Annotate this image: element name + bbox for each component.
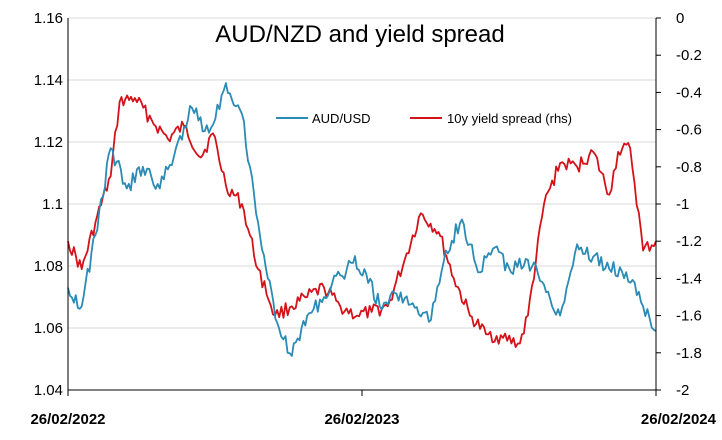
y-left-tick-label: 1.1	[42, 196, 63, 213]
y-right-tick-label: -1.2	[676, 233, 702, 250]
y-right-tick-label: 0	[676, 10, 684, 27]
y-left-tick-label: 1.06	[34, 320, 63, 337]
y-right-tick-label: -1.6	[676, 308, 702, 325]
x-tick-label: 26/02/2024	[641, 411, 717, 428]
y-right-tick-label: -0.8	[676, 159, 702, 176]
y-right-tick-label: -0.2	[676, 47, 702, 64]
legend-label-aud-usd: AUD/USD	[312, 111, 371, 126]
legend: AUD/USD 10y yield spread (rhs)	[276, 111, 572, 126]
x-tick-label: 26/02/2023	[324, 411, 399, 428]
y-left-tick-label: 1.12	[34, 134, 63, 151]
y-right-tick-label: -1	[676, 196, 689, 213]
y-right-tick-label: -0.6	[676, 122, 702, 139]
y-left-tick-label: 1.14	[34, 72, 63, 89]
y-left-tick-label: 1.04	[34, 382, 63, 399]
legend-label-spread: 10y yield spread (rhs)	[447, 111, 572, 126]
tick-labels: 1.04 1.06 1.08 1.1 1.12 1.14 1.16 -2 -1.8 -1.6 -1.…	[30, 10, 716, 428]
y-right-tick-label: -2	[676, 382, 689, 399]
y-left-tick-label: 1.08	[34, 258, 63, 275]
axes	[67, 17, 661, 396]
series-lines	[67, 82, 657, 357]
x-tick-label: 26/02/2022	[30, 411, 105, 428]
series-line-aud-usd	[67, 82, 657, 357]
y-right-tick-label: -1.8	[676, 345, 702, 362]
series-line-10y-yield-spread-rhs	[67, 94, 657, 348]
y-right-tick-label: -1.4	[676, 270, 702, 287]
y-right-tick-label: -0.4	[676, 84, 702, 101]
chart-title: AUD/NZD and yield spread	[215, 21, 504, 48]
gridlines	[68, 17, 656, 391]
y-left-tick-label: 1.16	[34, 10, 63, 27]
